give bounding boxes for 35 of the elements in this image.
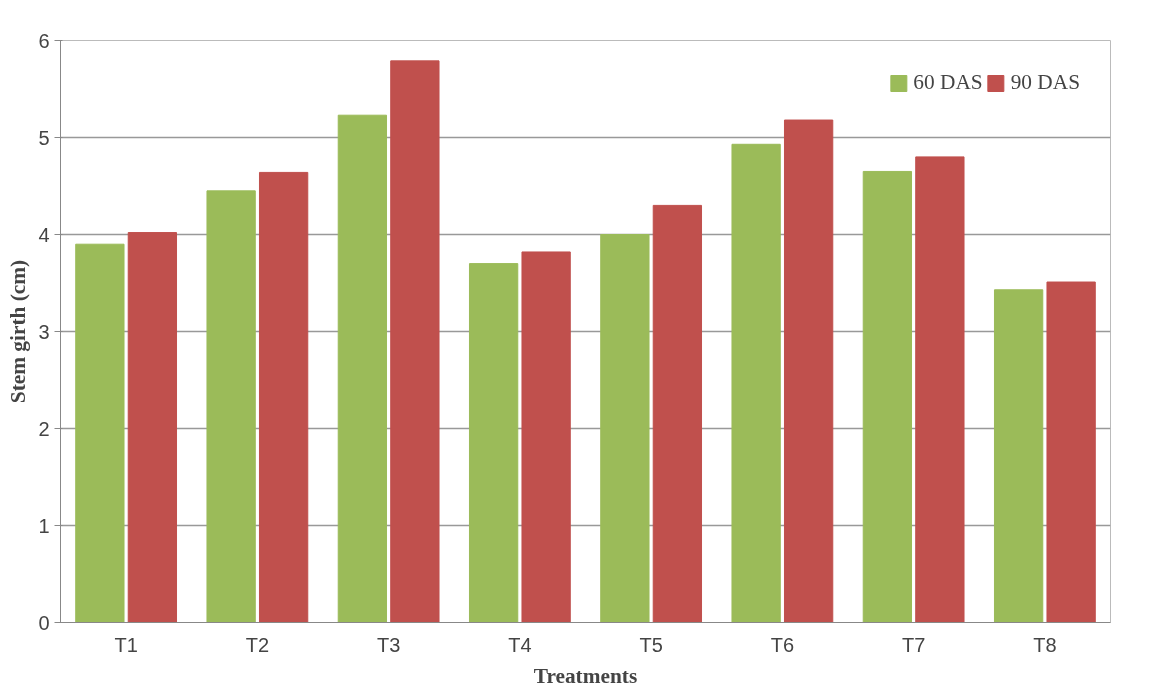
x-tick-label: T3	[376, 633, 401, 656]
bar	[337, 114, 388, 623]
y-tick-label: 2	[38, 417, 50, 440]
bar	[731, 143, 781, 623]
bar	[521, 251, 571, 623]
y-tick-label: 3	[38, 320, 50, 343]
y-tick-label: 0	[38, 611, 50, 634]
bar	[127, 232, 178, 623]
x-tick-label: T2	[245, 633, 270, 656]
x-axis-title: Treatments	[533, 663, 638, 688]
x-tick-label: T4	[508, 633, 532, 656]
bar	[915, 156, 965, 623]
bar	[783, 119, 834, 623]
x-tick-label: T6	[770, 633, 795, 656]
bar	[258, 171, 309, 623]
legend-label: 90 DAS	[1010, 70, 1080, 95]
bar	[468, 263, 519, 623]
bar	[75, 243, 125, 623]
bar	[993, 289, 1044, 623]
bar	[390, 60, 440, 623]
bar	[1046, 281, 1096, 623]
bar	[862, 170, 913, 623]
bar	[206, 190, 256, 623]
x-tick-label: T5	[639, 633, 663, 656]
bar	[652, 204, 703, 623]
x-tick-label: T7	[901, 633, 926, 656]
y-tick-label: 6	[38, 29, 50, 52]
legend-label: 60 DAS	[913, 70, 983, 95]
x-tick-label: T8	[1033, 633, 1057, 656]
y-tick-label: 1	[38, 514, 50, 537]
y-axis-title: Stem girth (cm)	[6, 259, 31, 404]
y-tick-label: 5	[38, 126, 50, 149]
x-tick-label: T1	[114, 633, 138, 656]
bar	[600, 234, 650, 623]
y-tick-label: 4	[38, 223, 50, 246]
